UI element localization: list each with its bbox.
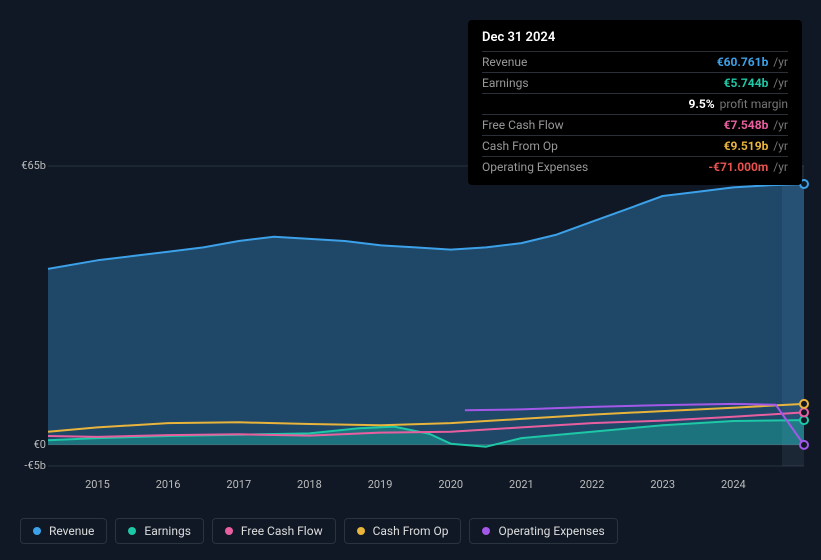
x-axis-label: 2024: [721, 478, 746, 491]
tooltip-row-value: €9.519b /yr: [724, 139, 788, 153]
legend-item[interactable]: Operating Expenses: [469, 518, 617, 544]
legend-item[interactable]: Free Cash Flow: [212, 518, 336, 544]
x-axis-label: 2022: [580, 478, 605, 491]
tooltip-row: Earnings€5.744b /yr: [482, 72, 788, 93]
tooltip-row-value: €60.761b /yr: [717, 55, 788, 69]
legend-dot-icon: [225, 527, 233, 535]
legend-label: Earnings: [144, 524, 191, 538]
legend-label: Cash From Op: [373, 524, 449, 538]
legend-dot-icon: [357, 527, 365, 535]
chart-legend: Revenue Earnings Free Cash Flow Cash From O…: [20, 518, 618, 544]
tooltip-date: Dec 31 2024: [482, 30, 788, 45]
y-axis-label: €65b: [0, 159, 46, 172]
tooltip-row: Cash From Op€9.519b /yr: [482, 135, 788, 156]
legend-dot-icon: [482, 527, 490, 535]
x-axis-label: 2019: [368, 478, 393, 491]
tooltip-row: Free Cash Flow€7.548b /yr: [482, 114, 788, 135]
tooltip-row: Operating Expenses-€71.000m /yr: [482, 156, 788, 177]
y-axis-label: €0: [0, 438, 46, 451]
chart-tooltip: Dec 31 2024 Revenue€60.761b /yrEarnings€…: [468, 20, 802, 185]
legend-dot-icon: [128, 527, 136, 535]
tooltip-row-value: -€71.000m /yr: [708, 160, 788, 174]
legend-item[interactable]: Cash From Op: [344, 518, 462, 544]
x-axis-label: 2015: [85, 478, 110, 491]
chart-plot-area[interactable]: [48, 166, 804, 466]
x-axis-label: 2021: [509, 478, 534, 491]
legend-item[interactable]: Earnings: [115, 518, 204, 544]
tooltip-row-label: Earnings: [482, 76, 724, 90]
tooltip-row-label: Operating Expenses: [482, 160, 708, 174]
tooltip-row-value: 9.5% profit margin: [689, 97, 788, 111]
x-axis: 2015 2016 2017 2018 2019 2020 2021 2022 2023 2024: [48, 478, 805, 494]
x-axis-label: 2020: [438, 478, 463, 491]
tooltip-row-value: €5.744b /yr: [724, 76, 788, 90]
tooltip-row: 9.5% profit margin: [482, 93, 788, 114]
x-axis-label: 2017: [226, 478, 251, 491]
legend-item[interactable]: Revenue: [20, 518, 107, 544]
tooltip-row-label: [482, 97, 689, 111]
tooltip-row-value: €7.548b /yr: [724, 118, 788, 132]
legend-label: Operating Expenses: [498, 524, 604, 538]
x-axis-label: 2023: [650, 478, 675, 491]
tooltip-row-label: Free Cash Flow: [482, 118, 724, 132]
tooltip-row-label: Cash From Op: [482, 139, 724, 153]
legend-label: Free Cash Flow: [241, 524, 323, 538]
legend-label: Revenue: [49, 524, 94, 538]
tooltip-row-label: Revenue: [482, 55, 717, 69]
y-axis-label: -€5b: [0, 459, 46, 472]
legend-dot-icon: [33, 527, 41, 535]
tooltip-row: Revenue€60.761b /yr: [482, 51, 788, 72]
x-axis-label: 2016: [156, 478, 181, 491]
x-axis-label: 2018: [297, 478, 322, 491]
